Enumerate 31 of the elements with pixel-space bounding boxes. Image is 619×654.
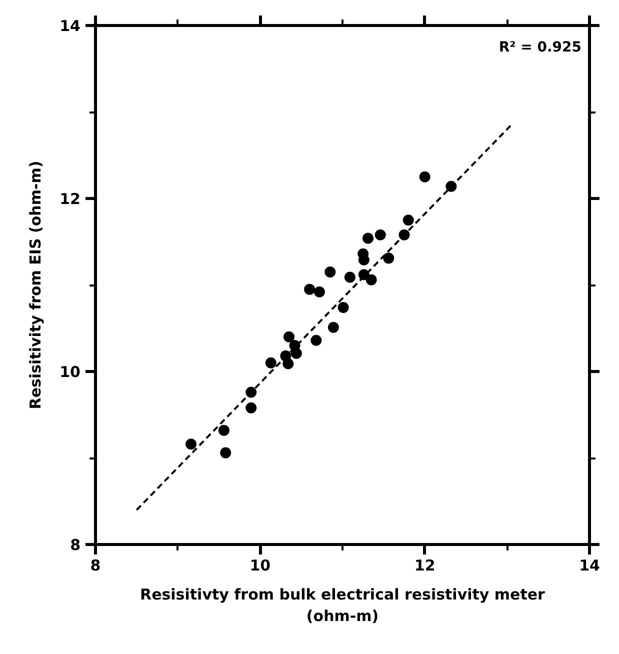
- point: [304, 284, 316, 295]
- x-tick-label: 8: [90, 556, 101, 574]
- point: [282, 358, 294, 370]
- point: [383, 252, 394, 264]
- annotation: R² = 0.925: [498, 40, 582, 56]
- point: [246, 402, 257, 414]
- point: [402, 214, 414, 226]
- point: [186, 438, 197, 450]
- point: [344, 272, 356, 283]
- point: [328, 322, 339, 333]
- point: [310, 334, 322, 346]
- point: [338, 302, 349, 313]
- x-tick-label: 10: [250, 556, 271, 574]
- point: [283, 331, 294, 342]
- y-tick-label: 14: [60, 17, 80, 35]
- y-axis-title: Resisitivity from EIS (ohm-m): [26, 160, 45, 410]
- y-tick-label: 8: [70, 536, 80, 554]
- point: [218, 424, 230, 436]
- point: [314, 286, 325, 298]
- point: [362, 232, 374, 244]
- y-tick-label: 12: [60, 190, 80, 208]
- x-axis-title: Resisitivty from bulk electrical resistivity meter (ohm-m): [140, 586, 546, 626]
- point: [374, 229, 386, 240]
- x-tick-label: 12: [414, 556, 436, 574]
- point: [220, 447, 232, 458]
- point: [324, 266, 336, 278]
- x-tick-label: 14: [579, 556, 600, 574]
- y-tick-label: 10: [60, 363, 80, 381]
- point: [265, 357, 276, 368]
- point: [419, 171, 430, 182]
- point: [366, 274, 377, 286]
